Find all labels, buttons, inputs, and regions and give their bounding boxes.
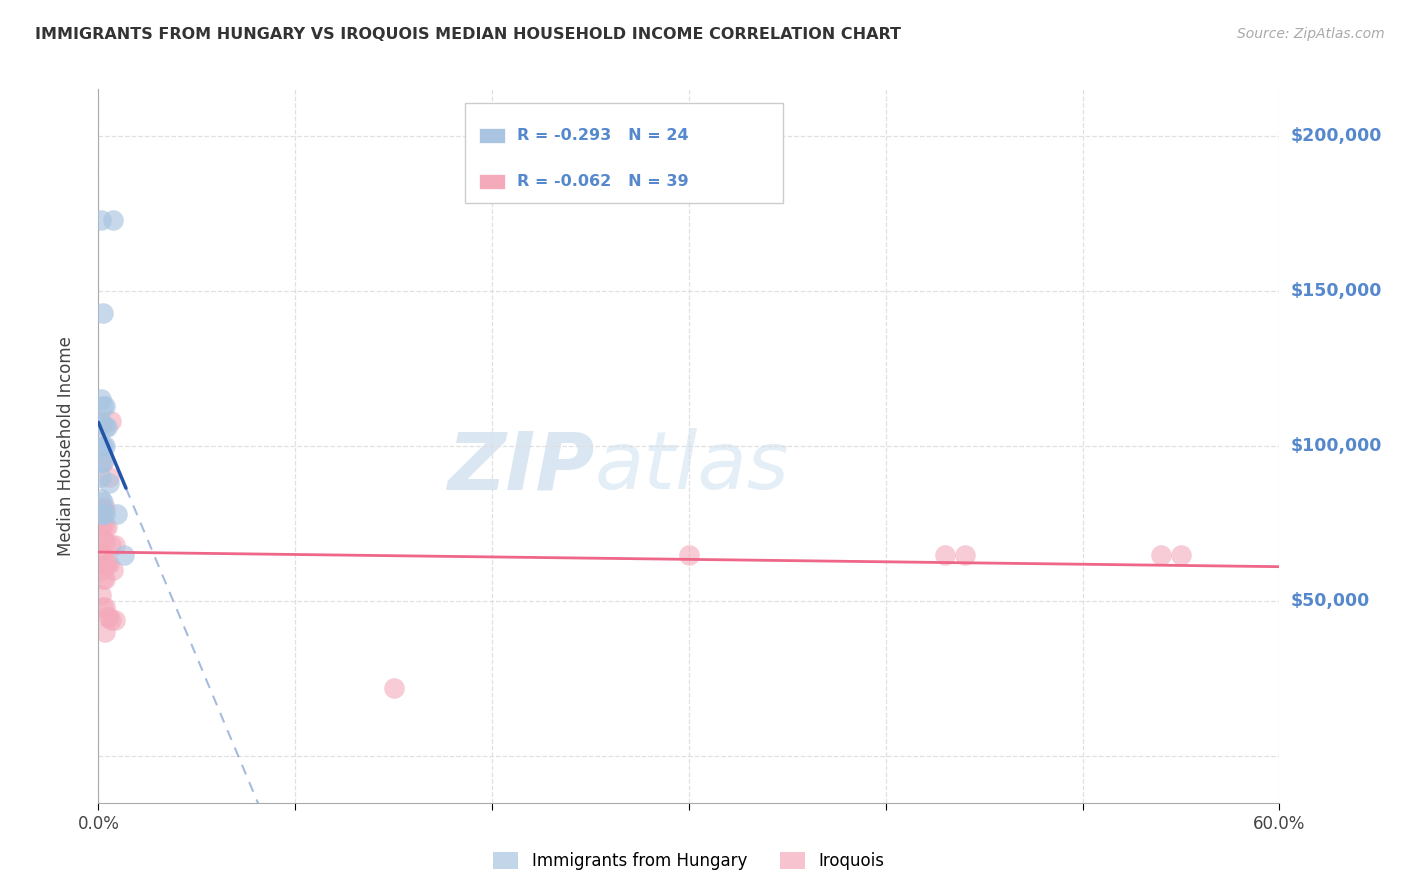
Point bbox=[90, 508, 112, 522]
Point bbox=[91, 417, 114, 432]
Point bbox=[100, 538, 122, 552]
Point bbox=[96, 557, 118, 571]
Text: $100,000: $100,000 bbox=[1291, 437, 1382, 455]
Point bbox=[91, 508, 114, 522]
Point bbox=[90, 439, 112, 453]
Point bbox=[112, 548, 135, 562]
Y-axis label: Median Household Income: Median Household Income bbox=[56, 336, 75, 556]
Point bbox=[382, 681, 405, 695]
Point bbox=[97, 476, 120, 491]
Text: atlas: atlas bbox=[595, 428, 789, 507]
Point bbox=[93, 420, 115, 434]
Point bbox=[91, 501, 114, 516]
Point bbox=[1170, 548, 1192, 562]
Text: $50,000: $50,000 bbox=[1291, 592, 1369, 610]
Point bbox=[96, 519, 118, 533]
Point bbox=[90, 516, 112, 531]
Point bbox=[101, 212, 124, 227]
Point bbox=[91, 399, 114, 413]
Point bbox=[1150, 548, 1173, 562]
Point bbox=[953, 548, 976, 562]
Point bbox=[90, 501, 112, 516]
Point bbox=[93, 519, 115, 533]
Point bbox=[90, 454, 112, 468]
Point bbox=[105, 508, 128, 522]
Point bbox=[90, 392, 112, 407]
Point bbox=[91, 600, 114, 615]
Legend: Immigrants from Hungary, Iroquois: Immigrants from Hungary, Iroquois bbox=[486, 845, 891, 877]
Point bbox=[91, 454, 114, 468]
Point bbox=[91, 439, 114, 453]
Point bbox=[101, 563, 124, 577]
Point bbox=[91, 573, 114, 587]
Point bbox=[90, 588, 112, 602]
Point bbox=[97, 470, 120, 484]
Point bbox=[90, 491, 112, 506]
Point bbox=[90, 563, 112, 577]
Point bbox=[91, 516, 114, 531]
Point bbox=[90, 532, 112, 546]
Point bbox=[91, 532, 114, 546]
Point bbox=[103, 613, 125, 627]
Point bbox=[91, 548, 114, 562]
Point bbox=[91, 454, 114, 468]
Point bbox=[97, 609, 120, 624]
Bar bbox=[478, 128, 505, 144]
Point bbox=[90, 417, 112, 432]
Point bbox=[93, 557, 115, 571]
Text: R = -0.062   N = 39: R = -0.062 N = 39 bbox=[516, 174, 688, 189]
Point bbox=[93, 600, 115, 615]
Point bbox=[90, 548, 112, 562]
FancyBboxPatch shape bbox=[464, 103, 783, 203]
Point bbox=[93, 573, 115, 587]
Text: $150,000: $150,000 bbox=[1291, 282, 1382, 300]
Point bbox=[93, 535, 115, 549]
Point bbox=[678, 548, 700, 562]
Bar bbox=[478, 174, 505, 189]
Point bbox=[93, 305, 115, 319]
Point bbox=[91, 495, 114, 509]
Point bbox=[96, 420, 118, 434]
Point bbox=[93, 501, 115, 516]
Point bbox=[93, 399, 115, 413]
Point bbox=[90, 414, 112, 428]
Point bbox=[97, 557, 120, 571]
Point bbox=[100, 613, 122, 627]
Point bbox=[90, 212, 112, 227]
Point bbox=[96, 609, 118, 624]
Point bbox=[93, 625, 115, 640]
Point bbox=[93, 439, 115, 453]
Point bbox=[103, 538, 125, 552]
Point bbox=[100, 414, 122, 428]
Text: Source: ZipAtlas.com: Source: ZipAtlas.com bbox=[1237, 27, 1385, 41]
Text: $200,000: $200,000 bbox=[1291, 127, 1382, 145]
Point bbox=[90, 470, 112, 484]
Text: R = -0.293   N = 24: R = -0.293 N = 24 bbox=[516, 128, 688, 143]
Point bbox=[93, 508, 115, 522]
Text: ZIP: ZIP bbox=[447, 428, 595, 507]
Point bbox=[934, 548, 956, 562]
Text: IMMIGRANTS FROM HUNGARY VS IROQUOIS MEDIAN HOUSEHOLD INCOME CORRELATION CHART: IMMIGRANTS FROM HUNGARY VS IROQUOIS MEDI… bbox=[35, 27, 901, 42]
